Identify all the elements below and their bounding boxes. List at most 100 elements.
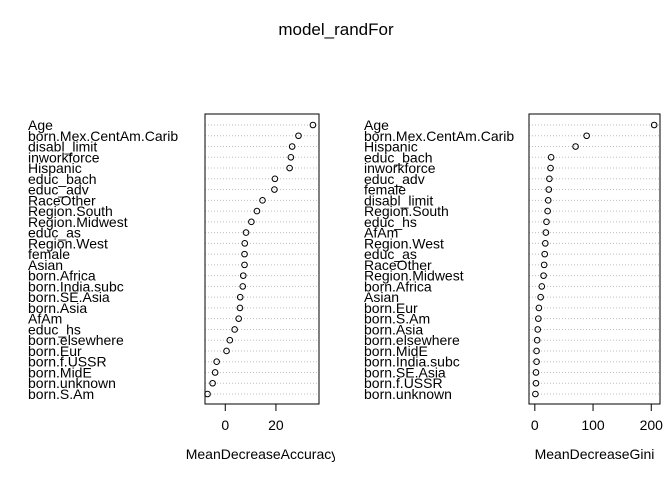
category-label: born.Africa — [364, 278, 432, 294]
x-axis-label: MeanDecreaseGini — [535, 446, 655, 462]
category-label: born.Eur — [364, 300, 418, 316]
data-point — [204, 390, 211, 398]
category-label: Region.West — [364, 235, 444, 251]
data-point — [241, 240, 249, 247]
data-point — [241, 250, 248, 258]
main-title: model_randFor — [278, 20, 394, 39]
category-label: Region.Midwest — [364, 268, 464, 284]
category-label: Hispanic — [28, 160, 82, 176]
data-point — [541, 250, 549, 258]
data-point — [533, 347, 540, 355]
data-point — [286, 164, 293, 172]
category-label: Hispanic — [364, 139, 418, 155]
category-label: educ_as — [364, 246, 417, 262]
data-point — [583, 132, 590, 140]
category-label: born.SE.Asia — [364, 364, 446, 380]
data-point — [209, 379, 216, 387]
data-point — [540, 272, 547, 279]
data-point — [572, 143, 579, 150]
data-point — [546, 175, 553, 183]
data-point — [544, 207, 551, 215]
data-point — [650, 121, 658, 129]
data-point — [226, 336, 234, 344]
data-point — [535, 315, 542, 322]
category-label: born.MidE — [364, 343, 428, 359]
data-point — [271, 186, 278, 193]
x-tick-label: 0 — [531, 417, 539, 433]
category-label: female — [364, 182, 406, 198]
category-label: educ_adv — [28, 182, 89, 198]
data-point — [242, 229, 250, 236]
category-label: born.Asia — [28, 300, 87, 316]
data-point — [288, 143, 296, 150]
data-point — [532, 369, 540, 376]
data-point — [537, 293, 544, 301]
category-label: born.India.subc — [28, 278, 124, 294]
data-point — [547, 164, 554, 172]
x-tick-label: 100 — [581, 417, 605, 433]
category-label: educ_bach — [364, 149, 433, 165]
data-point — [211, 369, 219, 376]
data-point — [231, 326, 238, 333]
category-label: born.India.subc — [364, 354, 460, 370]
category-label: born.S.Am — [364, 311, 430, 327]
data-point — [259, 197, 266, 204]
category-label: educ_bach — [28, 171, 97, 187]
data-point — [309, 121, 317, 129]
category-label: born.elsewhere — [28, 332, 124, 348]
data-point — [545, 186, 553, 193]
category-label: born.Africa — [28, 268, 96, 284]
category-label: inworkforce — [28, 149, 100, 165]
panel-mean-decrease-accuracy: Ageborn.Mex.CentAm.Caribdisabl_limitinwo… — [28, 113, 339, 462]
x-axis-label: MeanDecreaseAccuracy — [186, 446, 339, 462]
data-point — [547, 153, 555, 161]
category-label: Region.South — [364, 203, 449, 219]
category-label: Region.Midwest — [28, 214, 128, 230]
data-point — [542, 240, 549, 247]
category-label: born.S.Am — [28, 386, 94, 402]
category-label: inworkforce — [364, 160, 436, 176]
category-label: born.Eur — [28, 343, 82, 359]
data-point — [543, 218, 550, 226]
data-point — [213, 358, 220, 366]
data-point — [544, 197, 552, 204]
category-label: disabl_limit — [364, 192, 433, 208]
data-point — [538, 283, 546, 290]
data-point — [253, 207, 261, 215]
data-point — [533, 358, 540, 366]
category-label: educ_hs — [364, 214, 417, 230]
category-label: female — [28, 246, 70, 262]
category-label: Age — [364, 117, 389, 133]
x-tick-label: 200 — [640, 417, 664, 433]
data-point — [239, 272, 247, 279]
category-label: Asian — [364, 289, 399, 305]
category-label: AfAm — [28, 311, 62, 327]
data-point — [287, 153, 295, 161]
data-point — [223, 347, 230, 355]
data-point — [542, 229, 550, 236]
category-label: born.unknown — [364, 386, 452, 402]
category-label: born.unknown — [28, 375, 116, 391]
category-label: AfAm — [364, 225, 398, 241]
category-label: Region.South — [28, 203, 113, 219]
data-point — [236, 293, 244, 301]
data-point — [295, 132, 302, 140]
x-tick-label: 0 — [221, 417, 229, 433]
data-point — [271, 175, 279, 183]
category-label: RaceOther — [28, 192, 96, 208]
category-label: educ_adv — [364, 171, 425, 187]
data-point — [533, 336, 541, 344]
category-label: disabl_limit — [28, 139, 97, 155]
category-label: born.Asia — [364, 321, 423, 337]
data-point — [532, 390, 539, 398]
x-tick-label: 20 — [268, 417, 284, 433]
category-label: born.SE.Asia — [28, 289, 110, 305]
category-label: born.elsewhere — [364, 332, 460, 348]
category-label: born.f.USSR — [28, 354, 107, 370]
data-point — [532, 379, 540, 387]
category-label: RaceOther — [364, 257, 432, 273]
data-point — [239, 283, 247, 290]
panel-mean-decrease-gini: Ageborn.Mex.CentAm.CaribHispaniceduc_bac… — [364, 113, 664, 462]
category-label: Age — [28, 117, 53, 133]
